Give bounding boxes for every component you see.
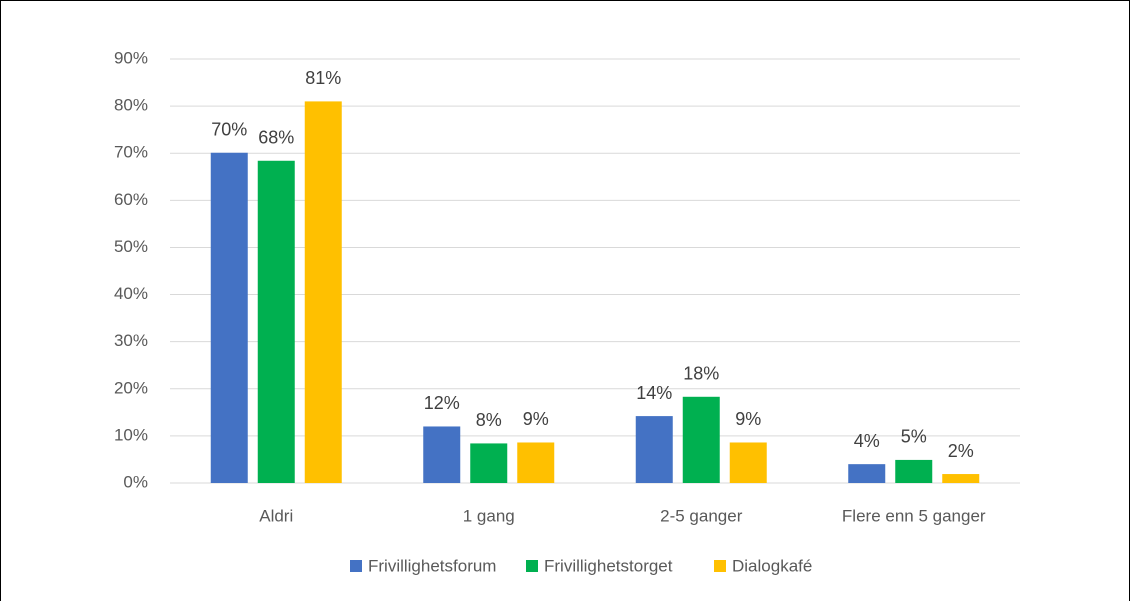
bar	[942, 474, 980, 483]
y-tick-label: 70%	[114, 143, 148, 162]
value-label: 18%	[683, 364, 719, 384]
bar	[257, 160, 295, 483]
bar	[210, 152, 248, 484]
bar	[304, 101, 342, 484]
value-label: 9%	[523, 409, 549, 429]
value-label: 14%	[636, 383, 672, 403]
value-label: 2%	[948, 441, 974, 461]
x-tick-label: 2-5 ganger	[660, 506, 743, 525]
y-tick-label: 20%	[114, 378, 148, 397]
bar	[895, 459, 933, 483]
y-tick-label: 10%	[114, 425, 148, 444]
value-label: 9%	[735, 409, 761, 429]
value-label: 81%	[305, 68, 341, 88]
y-tick-label: 40%	[114, 284, 148, 303]
bar	[423, 426, 461, 483]
legend-swatch	[526, 560, 538, 572]
y-tick-label: 60%	[114, 190, 148, 209]
y-tick-label: 0%	[123, 472, 148, 491]
bar	[635, 416, 673, 483]
value-label: 5%	[901, 427, 927, 447]
legend-swatch	[714, 560, 726, 572]
y-tick-label: 80%	[114, 96, 148, 115]
y-tick-label: 30%	[114, 331, 148, 350]
bar	[848, 464, 886, 483]
bar	[470, 443, 508, 483]
bar	[682, 396, 720, 483]
legend-label: Frivillighetstorget	[544, 556, 673, 575]
y-tick-label: 50%	[114, 237, 148, 256]
bar	[517, 442, 555, 483]
value-label: 70%	[211, 120, 247, 140]
value-label: 68%	[258, 128, 294, 148]
x-tick-label: Aldri	[259, 506, 293, 525]
value-label: 4%	[854, 431, 880, 451]
value-label: 12%	[424, 393, 460, 413]
legend-label: Dialogkafé	[732, 556, 812, 575]
bar	[729, 442, 767, 483]
legend-swatch	[350, 560, 362, 572]
x-tick-label: 1 gang	[463, 506, 515, 525]
y-tick-label: 90%	[114, 48, 148, 67]
x-tick-label: Flere enn 5 ganger	[842, 506, 986, 525]
legend-label: Frivillighetsforum	[368, 556, 496, 575]
value-label: 8%	[476, 410, 502, 430]
